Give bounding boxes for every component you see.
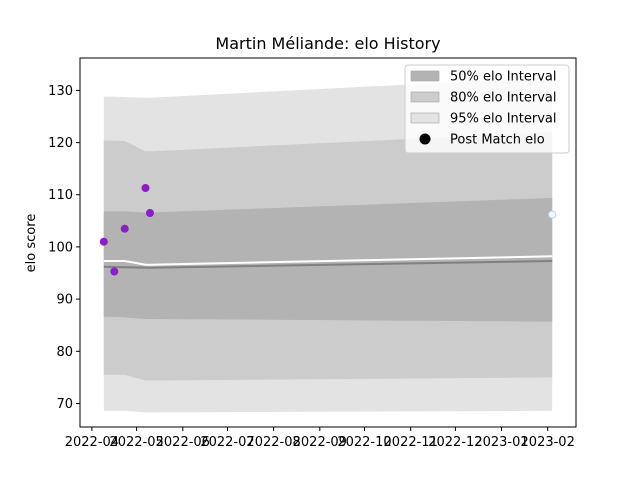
y-tick-label: 110 xyxy=(48,188,73,203)
legend-label: Post Match elo xyxy=(450,133,545,148)
legend-label: 80% elo Interval xyxy=(450,91,557,106)
current-elo-point xyxy=(549,211,556,218)
post-match-point-3 xyxy=(121,225,129,233)
legend-swatch xyxy=(411,113,439,123)
y-axis-label: elo score xyxy=(24,214,39,273)
y-tick-label: 80 xyxy=(56,345,73,360)
post-match-point-2 xyxy=(110,268,118,276)
y-tick-label: 70 xyxy=(56,397,73,412)
legend-label: 50% elo Interval xyxy=(450,70,557,85)
chart-title: Martin Méliande: elo History xyxy=(215,34,440,53)
y-tick-label: 90 xyxy=(56,293,73,308)
post-match-point-1 xyxy=(100,238,108,246)
legend-label: 95% elo Interval xyxy=(450,112,557,127)
legend-swatch xyxy=(411,92,439,102)
post-match-point-4 xyxy=(142,184,150,192)
legend: 50% elo Interval 80% elo Interval 95% elo … xyxy=(405,65,569,153)
legend-marker xyxy=(420,134,431,145)
legend-swatch xyxy=(411,71,439,81)
x-tick-label: 2023-02 xyxy=(521,435,575,450)
y-tick-label: 130 xyxy=(48,84,73,99)
band-50-interval xyxy=(104,198,552,322)
post-match-point-5 xyxy=(146,209,154,217)
y-tick-label: 100 xyxy=(48,240,73,255)
y-tick-label: 120 xyxy=(48,136,73,151)
